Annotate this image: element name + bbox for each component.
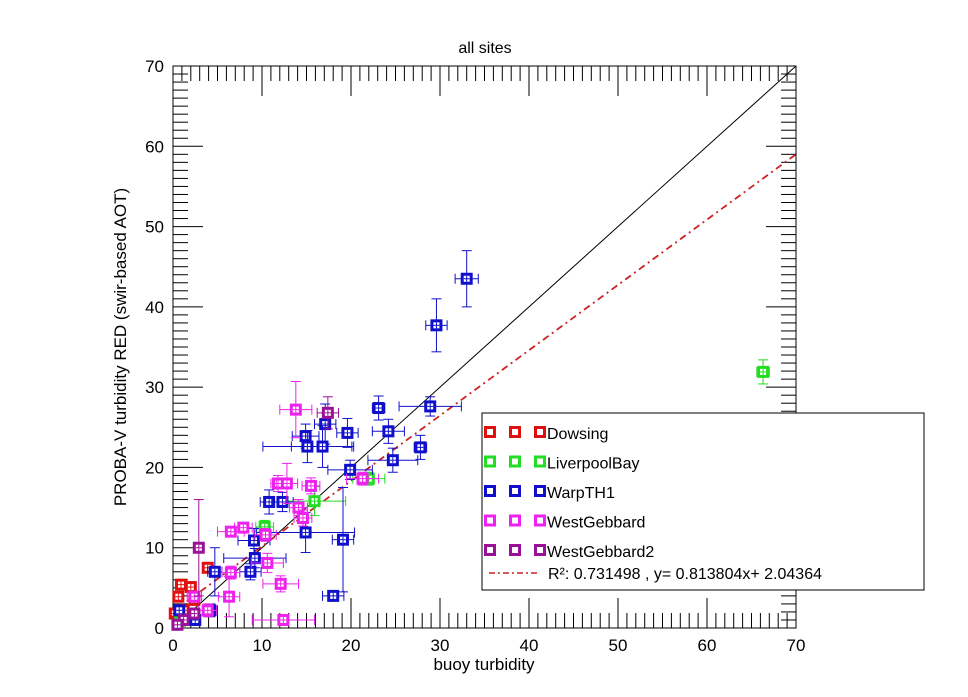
data-point: [173, 604, 186, 617]
fit-line: [172, 153, 797, 613]
data-point: [321, 406, 334, 419]
legend: Dowsing LiverpoolBay WarpTH1 WestGebbard Wes…: [481, 412, 925, 591]
data-point: [188, 590, 201, 603]
data-point: [175, 578, 188, 591]
legend-label: WarpTH1: [547, 485, 615, 502]
data-point: [292, 501, 305, 514]
data-point: [757, 365, 770, 378]
data-point: [386, 454, 399, 467]
legend-label: WestGebbard2: [547, 544, 654, 561]
y-tick-label: 50: [145, 218, 164, 237]
legend-marker: [484, 426, 496, 438]
legend-marker: [484, 455, 496, 468]
x-tick-label: 40: [520, 636, 539, 655]
x-tick-label: 70: [787, 636, 806, 655]
legend-label: LiverpoolBay: [547, 456, 640, 473]
series-warpth1: [173, 250, 479, 626]
data-point: [341, 426, 354, 439]
legend-label: Dowsing: [547, 426, 608, 443]
data-point: [274, 577, 287, 590]
legend-marker: [484, 485, 496, 497]
data-point: [237, 521, 250, 534]
legend-marker: [484, 544, 496, 556]
y-axis-label: PROBA-V turbidity RED (swir-based AOT): [111, 188, 130, 506]
x-tick-label: 60: [698, 636, 717, 655]
legend-marker: [534, 455, 546, 468]
y-tick-label: 60: [145, 137, 164, 156]
data-point: [336, 533, 349, 546]
x-axis-label: buoy turbidity: [433, 655, 535, 674]
data-point: [414, 441, 427, 454]
legend-marker: [484, 514, 496, 527]
data-point: [259, 528, 272, 541]
axes: 0 10 20 30 40 50 60 70 0 10 20 30 40 50 60 70: [145, 57, 805, 655]
data-point: [184, 581, 197, 594]
data-point: [299, 526, 312, 539]
data-point: [261, 556, 274, 569]
data-point: [276, 495, 289, 508]
data-point: [171, 618, 184, 631]
data-point: [382, 425, 395, 438]
y-tick-label: 0: [155, 619, 164, 638]
y-tick-label: 40: [145, 298, 164, 317]
data-point: [304, 479, 317, 492]
data-point: [289, 403, 302, 416]
legend-marker: [509, 544, 521, 556]
data-point: [277, 613, 290, 626]
plot-marks: [168, 65, 797, 631]
data-point: [356, 472, 369, 485]
data-point: [224, 566, 237, 579]
chart-title: all sites: [458, 40, 511, 57]
series-westgebbard: [186, 381, 380, 626]
data-point: [192, 541, 205, 554]
y-tick-label: 20: [145, 458, 164, 477]
data-point: [308, 495, 321, 508]
data-point: [208, 565, 221, 578]
data-point: [430, 319, 443, 332]
y-tick-label: 70: [145, 57, 164, 76]
data-point: [460, 272, 473, 285]
x-tick-label: 30: [431, 636, 450, 655]
one-to-one-line: [172, 65, 797, 629]
y-tick-label: 10: [145, 539, 164, 558]
legend-marker: [534, 485, 546, 497]
data-point: [296, 512, 309, 525]
data-point: [247, 534, 260, 547]
series-westgebbard2: [171, 396, 340, 631]
legend-marker: [509, 426, 521, 438]
legend-fit-label: R²: 0.731498 , y= 0.813804x+ 2.04364: [548, 566, 822, 583]
data-point: [188, 607, 201, 620]
legend-label: WestGebbard: [547, 515, 645, 532]
data-point: [316, 440, 329, 453]
legend-marker: [509, 514, 521, 527]
data-point: [327, 589, 340, 602]
legend-marker: [534, 426, 546, 438]
x-tick-label: 20: [342, 636, 361, 655]
data-point: [224, 525, 237, 538]
data-point: [424, 400, 437, 413]
data-point: [372, 402, 385, 415]
x-tick-label: 10: [253, 636, 272, 655]
data-point: [299, 430, 312, 443]
data-point: [244, 565, 257, 578]
legend-marker: [534, 544, 546, 556]
y-tick-label: 30: [145, 378, 164, 397]
data-point: [201, 604, 214, 617]
x-tick-label: 0: [168, 636, 177, 655]
legend-marker: [534, 514, 546, 527]
legend-marker: [509, 455, 521, 468]
legend-marker: [509, 485, 521, 497]
legend-box: [481, 412, 925, 591]
x-tick-label: 50: [609, 636, 628, 655]
data-point: [280, 477, 293, 490]
data-point: [172, 590, 185, 603]
data-point: [223, 590, 236, 603]
data-point: [344, 463, 357, 476]
